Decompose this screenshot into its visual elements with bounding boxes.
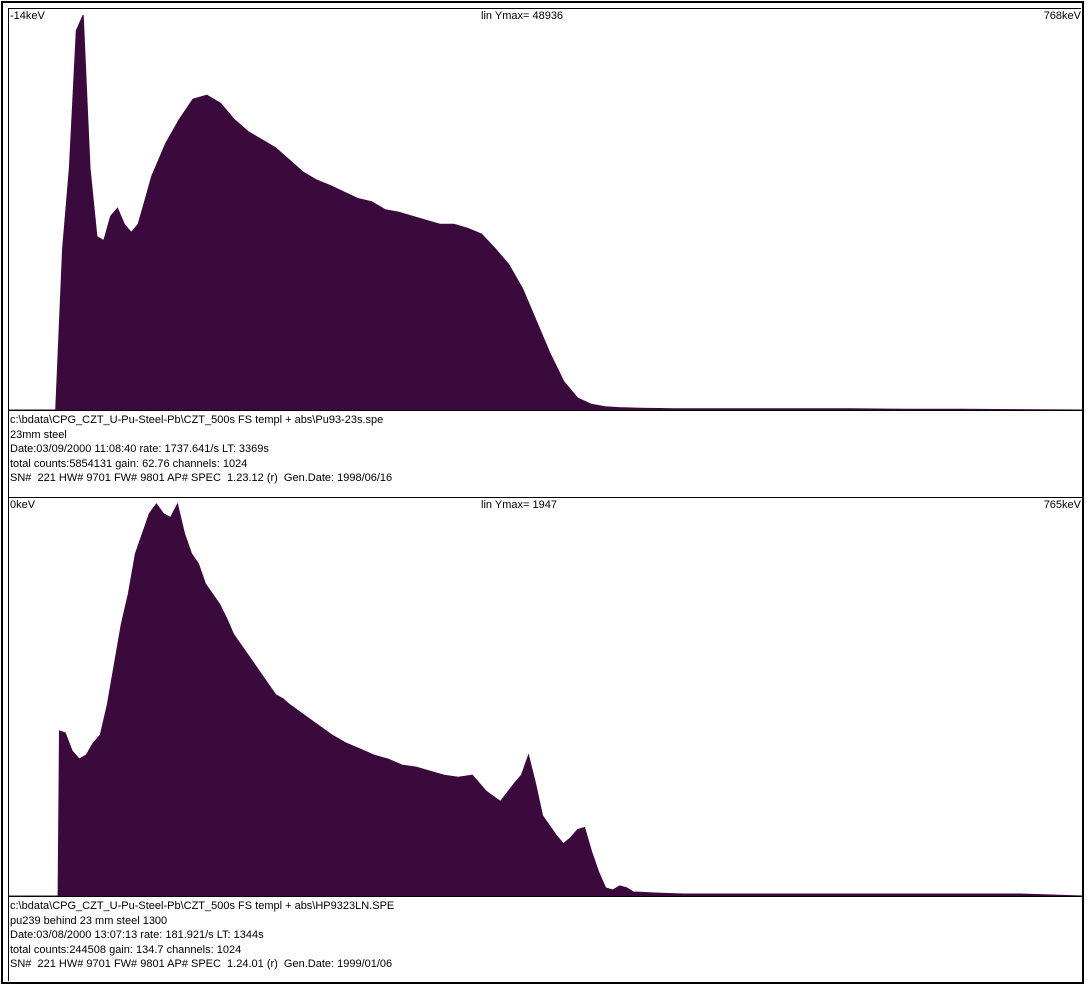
energy-min-label: -14keV [10,10,45,22]
description-line: 23mm steel [10,428,67,441]
spectrum-chart-2 [9,502,1083,897]
panel-divider [9,497,1083,498]
energy-min-label: 0keV [10,499,36,511]
date-rate-line: Date:03/08/2000 13:07:13 rate: 181.921/s… [10,929,264,941]
spectrum-chart-1 [9,14,1083,411]
spectrum-window-inner-border [8,8,1081,981]
energy-max-label: 768keV [1043,10,1081,22]
ymax-label: lin Ymax= 1947 [481,499,557,511]
spectrum-area [9,14,1083,411]
file-path-line: c:\bdata\CPG_CZT_U-Pu-Steel-Pb\CZT_500s … [10,414,384,426]
file-path-line: c:\bdata\CPG_CZT_U-Pu-Steel-Pb\CZT_500s … [10,900,395,912]
energy-max-label: 765keV [1043,499,1081,511]
counts-gain-line: total counts:244508 gain: 134.7 channels… [10,943,242,956]
spectrum-panel-1: -14keV lin Ymax= 48936 768keV c:\bdata\C… [9,9,1083,498]
spectrum-panel-2: 0keV lin Ymax= 1947 765keV c:\bdata\CPG_… [9,498,1083,976]
ymax-label: lin Ymax= 48936 [481,10,564,22]
spectrum-area [9,502,1083,897]
description-line: pu239 behind 23 mm steel 1300 [10,914,168,927]
device-info-line: SN# 221 HW# 9701 FW# 9801 AP# SPEC 1.23.… [10,472,393,484]
device-info-line: SN# 221 HW# 9701 FW# 9801 AP# SPEC 1.24.… [10,958,393,970]
date-rate-line: Date:03/09/2000 11:08:40 rate: 1737.641/… [10,443,269,455]
counts-gain-line: total counts:5854131 gain: 62.76 channel… [10,457,248,470]
